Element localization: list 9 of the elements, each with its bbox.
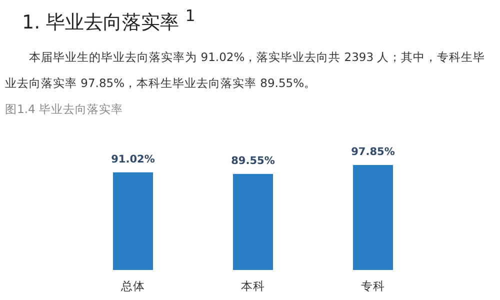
x-tick-label: 总体 — [120, 279, 145, 293]
chart-title: 1. 毕业去向落实率 $^{1}$ — [22, 6, 196, 36]
x-tick-label: 本科 — [241, 279, 265, 293]
x-tick-label: 专科 — [361, 279, 385, 293]
data-label: 97.85% — [351, 146, 396, 158]
data-label: 89.55% — [231, 154, 276, 167]
data-label: 91.02% — [111, 153, 156, 166]
caption: 图1.4 毕业去向落实率 — [5, 102, 123, 117]
chart-subtitle: 本届毕业生的毕业去向落实率为 91.02%，落实毕业去向共 2393 人；其中，专科生毕业去向落实率 97.85%，本科生毕业去向落实率 89.55%。 — [5, 49, 486, 92]
